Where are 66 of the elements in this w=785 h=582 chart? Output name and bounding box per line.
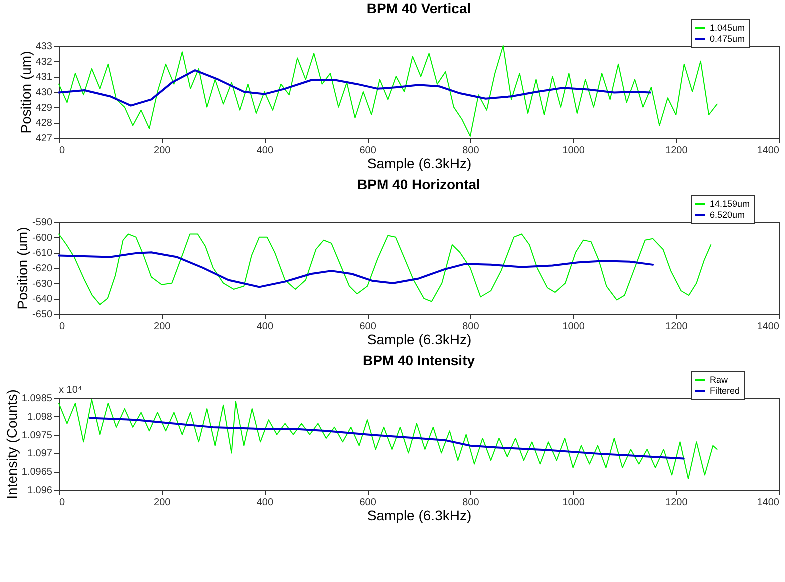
- x-tick-label: 0: [60, 498, 66, 508]
- y-axis-title: Position (um): [14, 227, 30, 310]
- line-series: [58, 46, 718, 137]
- chart-title: BPM 40 Vertical: [366, 0, 472, 16]
- y-tick-label: 1.097: [27, 448, 53, 460]
- y-tick-label: -610: [32, 248, 53, 260]
- x-tick-label: 1000: [562, 146, 586, 156]
- x-tick-label: 800: [462, 146, 480, 156]
- y-tick-label: 427: [36, 134, 53, 144]
- chart-title: BPM 40 Horizontal: [358, 176, 480, 192]
- y-tick-label: -620: [32, 264, 53, 274]
- chart-title: BPM 40 Intensity: [362, 352, 476, 368]
- x-tick-label: 600: [360, 322, 377, 332]
- legend-label: Filtered: [710, 386, 740, 396]
- y-tick-label: -590: [32, 218, 53, 228]
- y-tick-label: 429: [36, 102, 53, 114]
- y-axis-title: Intensity (Counts): [4, 390, 20, 500]
- x-tick-label: 1200: [666, 146, 688, 156]
- y-tick-label: 1.096: [27, 486, 53, 496]
- y-tick-label: 1.0965: [22, 467, 53, 478]
- legend-label: Raw: [710, 375, 729, 385]
- x-tick-label: 600: [360, 498, 377, 508]
- y-tick-label: 432: [36, 56, 53, 68]
- x-axis-title: Sample (6.3kHz): [367, 508, 472, 524]
- y-tick-label: 431: [36, 72, 53, 84]
- x-tick-label: 1000: [562, 322, 586, 332]
- x-axis-title: Sample (6.3kHz): [367, 332, 472, 348]
- y-tick-label: -630: [32, 278, 53, 290]
- x-tick-label: 0: [60, 322, 66, 332]
- line-series: [58, 234, 712, 306]
- line-series: [88, 417, 685, 460]
- y-tick-label: -600: [32, 232, 53, 244]
- y-axis-title: Position (um): [18, 51, 34, 134]
- y-tick-label: -650: [32, 310, 53, 320]
- y-tick-label: 428: [36, 118, 53, 130]
- y-tick-label: 430: [36, 88, 53, 98]
- x-axis-title: Sample (6.3kHz): [367, 156, 472, 172]
- legend-label: 1.045um: [710, 23, 746, 33]
- y-tick-label: 433: [36, 42, 53, 52]
- x-tick-label: 1400: [757, 146, 780, 156]
- x-tick-label: 400: [256, 146, 274, 156]
- x-tick-label: 600: [360, 146, 377, 156]
- x-tick-label: 800: [462, 322, 480, 332]
- x-tick-label: 1200: [666, 498, 688, 508]
- line-series: [58, 252, 654, 288]
- x-tick-label: 200: [154, 498, 172, 508]
- legend-label: 14.159um: [710, 199, 750, 209]
- line-series: [58, 399, 718, 480]
- x-tick-label: 1200: [666, 322, 688, 332]
- x-tick-label: 800: [462, 498, 480, 508]
- line-series: [58, 70, 652, 107]
- y-tick-label: 1.0985: [22, 394, 53, 404]
- x-tick-label: 1000: [562, 498, 586, 508]
- x-tick-label: 200: [154, 322, 172, 332]
- x-tick-label: 400: [256, 498, 274, 508]
- x-tick-label: 0: [60, 146, 66, 156]
- text: x 10⁴: [59, 385, 82, 396]
- x-tick-label: 1400: [757, 322, 780, 332]
- legend-label: 6.520um: [710, 210, 746, 220]
- legend-label: 0.475um: [710, 34, 746, 44]
- x-tick-label: 200: [154, 146, 172, 156]
- x-tick-label: 400: [256, 322, 274, 332]
- y-tick-label: -640: [32, 294, 53, 306]
- y-tick-label: 1.0975: [22, 430, 53, 442]
- x-tick-label: 1400: [757, 498, 780, 508]
- y-tick-label: 1.098: [27, 412, 53, 423]
